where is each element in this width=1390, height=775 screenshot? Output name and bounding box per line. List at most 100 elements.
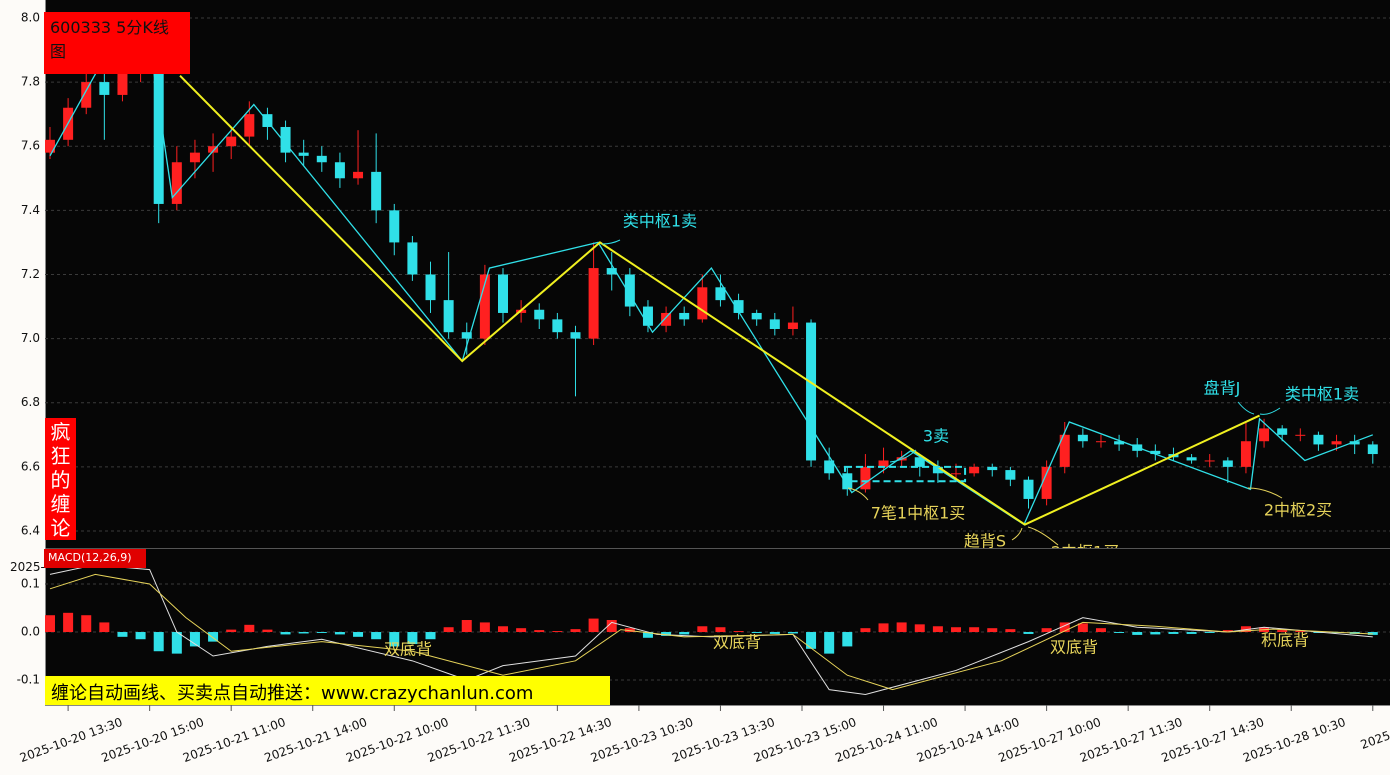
candle-body [171,162,182,204]
candle-body [661,312,672,326]
x-tick-label: 2025-10-28 [1359,715,1390,752]
candle-body [1023,479,1034,499]
candle-body [1222,460,1233,467]
macd-bar [932,626,943,633]
candle-body [1114,441,1125,445]
candle-body [570,332,581,339]
annotation-arrow [1247,487,1283,499]
macd-bar [570,629,581,633]
candle-body [1095,441,1106,443]
macd-annotation: 双底背 [384,640,432,659]
macd-bar [606,620,617,633]
macd-bar [715,627,726,633]
plot-background [45,0,1390,705]
annotation-arrow [847,487,869,501]
macd-bar [1222,630,1233,633]
macd-bar [787,632,798,634]
candle-body [806,322,817,461]
macd-bar [1186,632,1197,634]
macd-corner-label: 2025- [10,560,45,574]
candle-body [81,82,92,108]
segment-line [179,74,1260,526]
candle-body [951,473,962,475]
annotation: 盘背J [1204,379,1241,398]
candle-body [1186,457,1197,461]
macd-bar [1059,622,1070,633]
macd-bar [1114,632,1125,633]
macd-bar [99,622,110,633]
macd-bar [588,618,599,633]
y-tick-label: 7.0 [21,331,40,345]
macd-bar [552,631,563,633]
side-label-box: 疯狂的缠论 [45,418,76,540]
candle-body [371,171,382,211]
candle-body [733,300,744,313]
macd-bar [769,632,780,634]
macd-bar [1168,632,1179,634]
candle-body [697,287,708,320]
chart-title: 600333 5分K线图 [50,18,169,61]
dea-line [49,573,1373,691]
candle-body [715,287,726,301]
candle-body [208,146,219,153]
macd-bar [280,632,291,635]
macd-bar [226,629,237,633]
stroke-line [49,42,1374,526]
candle-body [226,136,237,147]
macd-bar [751,632,762,633]
y-tick-label: 7.4 [21,203,40,217]
candle-body [244,114,255,137]
candle-body [987,466,998,471]
annotation: 类中枢1卖 [623,212,697,231]
candle-body [1313,434,1324,445]
macd-bar [479,622,490,633]
macd-bar [1095,628,1106,633]
candle-body [1150,450,1161,455]
macd-bar [461,620,472,633]
macd-bar [316,632,327,633]
macd-bar [153,632,164,652]
macd-bar [806,632,817,649]
candle-body [280,126,291,153]
macd-bar [334,632,345,635]
candle-body [624,274,635,307]
annotation: 2中枢1买 [1051,543,1119,562]
candle-body [1077,434,1088,442]
candle-body [353,171,364,179]
annotation-arrow [601,239,621,245]
candle-body [1259,428,1270,442]
candle-body [1240,441,1251,467]
candle-body [1204,460,1215,462]
candle-body [824,460,835,474]
macd-bar [914,624,925,633]
macd-bar [516,628,527,633]
macd-y-tick-label: 0.0 [21,625,40,639]
macd-bar [389,632,400,647]
macd-bar [371,632,382,640]
macd-bar [407,632,418,645]
y-tick-label: 6.8 [21,395,40,409]
macd-bar [262,629,273,633]
macd-bar [733,631,744,633]
macd-bar [425,632,436,640]
candle-body [153,56,164,204]
macd-bar [896,622,907,633]
title-box: 600333 5分K线图 [44,12,190,74]
candle-body [425,274,436,301]
y-tick-label: 7.6 [21,139,40,153]
pivot-zone [844,465,967,483]
macd-bar [81,615,92,633]
annotation: 7笔1中枢1买 [871,504,966,523]
candle-body [787,322,798,329]
candle-body [606,268,617,275]
macd-bar [1132,632,1143,635]
annotation-arrow [1259,407,1281,415]
macd-bar [860,628,871,633]
candle-body [969,466,980,474]
macd-bar [63,612,74,633]
macd-annotation: 积底背 [1261,631,1309,650]
candle-body [443,300,454,333]
macd-annotation: 双底背 [713,633,761,652]
candle-body [497,274,508,313]
